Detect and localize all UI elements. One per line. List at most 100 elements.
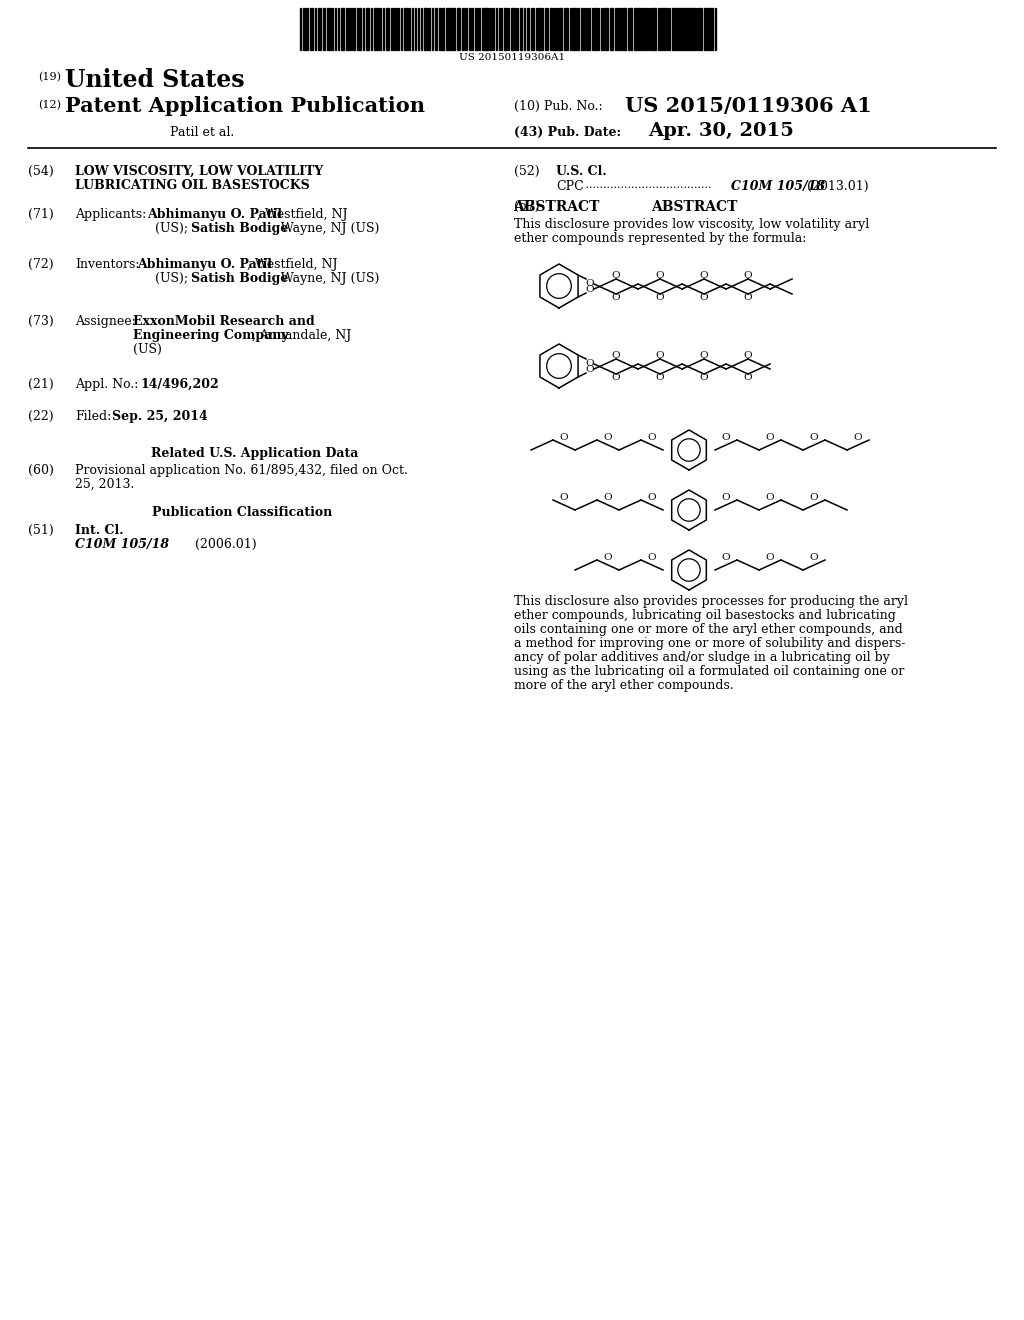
Text: using as the lubricating oil a formulated oil containing one or: using as the lubricating oil a formulate… xyxy=(514,665,904,678)
Text: This disclosure provides low viscosity, low volatility aryl: This disclosure provides low viscosity, … xyxy=(514,218,869,231)
Text: , Wayne, NJ (US): , Wayne, NJ (US) xyxy=(273,272,379,285)
Bar xyxy=(482,8,484,50)
Bar xyxy=(504,8,507,50)
Bar xyxy=(323,8,325,50)
Text: O: O xyxy=(743,351,753,360)
Text: O: O xyxy=(766,433,774,441)
Bar xyxy=(700,8,702,50)
Bar xyxy=(707,8,709,50)
Text: O: O xyxy=(722,553,730,561)
Text: O: O xyxy=(655,351,665,360)
Text: (71): (71) xyxy=(28,209,53,220)
Text: Filed:: Filed: xyxy=(75,411,112,422)
Text: O: O xyxy=(722,492,730,502)
Text: O: O xyxy=(810,492,818,502)
Bar xyxy=(688,8,690,50)
Text: Sep. 25, 2014: Sep. 25, 2014 xyxy=(112,411,208,422)
Text: LOW VISCOSITY, LOW VOLATILITY: LOW VISCOSITY, LOW VOLATILITY xyxy=(75,165,324,178)
Text: O: O xyxy=(611,372,621,381)
Bar xyxy=(469,8,471,50)
Bar xyxy=(658,8,660,50)
Text: (52): (52) xyxy=(514,165,540,178)
Bar xyxy=(353,8,355,50)
Text: ancy of polar additives and/or sludge in a lubricating oil by: ancy of polar additives and/or sludge in… xyxy=(514,651,890,664)
Text: C10M 105/18: C10M 105/18 xyxy=(75,539,169,550)
Text: O: O xyxy=(699,272,709,281)
Bar xyxy=(694,8,696,50)
Text: CPC: CPC xyxy=(556,180,584,193)
Bar xyxy=(664,8,666,50)
Text: O: O xyxy=(604,553,612,561)
Text: U.S. Cl.: U.S. Cl. xyxy=(556,165,607,178)
Bar xyxy=(610,8,613,50)
Text: O: O xyxy=(766,553,774,561)
Bar xyxy=(386,8,389,50)
Text: Inventors:: Inventors: xyxy=(75,257,139,271)
Text: ABSTRACT: ABSTRACT xyxy=(513,201,599,214)
Text: (19): (19) xyxy=(38,73,61,82)
Text: (2006.01): (2006.01) xyxy=(155,539,257,550)
Text: O: O xyxy=(854,433,862,441)
Text: Applicants:: Applicants: xyxy=(75,209,146,220)
Bar xyxy=(697,8,699,50)
Bar xyxy=(435,8,437,50)
Text: O: O xyxy=(743,372,753,381)
Text: Provisional application No. 61/895,432, filed on Oct.: Provisional application No. 61/895,432, … xyxy=(75,465,408,477)
Text: 25, 2013.: 25, 2013. xyxy=(75,478,134,491)
Bar xyxy=(605,8,608,50)
Bar xyxy=(623,8,626,50)
Text: US 2015/0119306 A1: US 2015/0119306 A1 xyxy=(625,96,871,116)
Bar xyxy=(527,8,529,50)
Bar xyxy=(572,8,575,50)
Bar xyxy=(485,8,488,50)
Text: O: O xyxy=(699,351,709,360)
Text: ExxonMobil Research and: ExxonMobil Research and xyxy=(133,315,314,327)
Text: , Westfield, NJ: , Westfield, NJ xyxy=(247,257,338,271)
Text: (US);: (US); xyxy=(155,222,193,235)
Bar xyxy=(641,8,643,50)
Text: O: O xyxy=(604,492,612,502)
Bar xyxy=(391,8,393,50)
Text: oils containing one or more of the aryl ether compounds, and: oils containing one or more of the aryl … xyxy=(514,623,903,636)
Bar xyxy=(442,8,444,50)
Text: LUBRICATING OIL BASESTOCKS: LUBRICATING OIL BASESTOCKS xyxy=(75,180,309,191)
Text: Abhimanyu O. Patil: Abhimanyu O. Patil xyxy=(147,209,282,220)
Text: more of the aryl ether compounds.: more of the aryl ether compounds. xyxy=(514,678,734,692)
Text: US 20150119306A1: US 20150119306A1 xyxy=(459,53,565,62)
Bar xyxy=(678,8,680,50)
Bar xyxy=(428,8,430,50)
Bar xyxy=(550,8,552,50)
Text: (US): (US) xyxy=(133,343,162,356)
Text: O: O xyxy=(586,285,594,294)
Text: ABSTRACT: ABSTRACT xyxy=(651,201,737,214)
Text: , Annandale, NJ: , Annandale, NJ xyxy=(252,329,351,342)
Text: O: O xyxy=(810,553,818,561)
Bar xyxy=(634,8,637,50)
Bar xyxy=(594,8,597,50)
Text: (US);: (US); xyxy=(155,272,193,285)
Bar xyxy=(538,8,541,50)
Text: Patent Application Publication: Patent Application Publication xyxy=(65,96,425,116)
Text: O: O xyxy=(655,372,665,381)
Text: Abhimanyu O. Patil: Abhimanyu O. Patil xyxy=(137,257,272,271)
Text: (10) Pub. No.:: (10) Pub. No.: xyxy=(514,100,603,114)
Text: (57): (57) xyxy=(514,201,540,213)
Bar xyxy=(646,8,648,50)
Text: O: O xyxy=(699,293,709,301)
Text: O: O xyxy=(611,293,621,301)
Text: (60): (60) xyxy=(28,465,54,477)
Bar xyxy=(511,8,514,50)
Bar xyxy=(404,8,406,50)
Bar xyxy=(424,8,427,50)
Text: (51): (51) xyxy=(28,524,53,537)
Bar xyxy=(341,8,344,50)
Bar xyxy=(559,8,562,50)
Text: , Westfield, NJ: , Westfield, NJ xyxy=(257,209,347,220)
Bar xyxy=(662,8,663,50)
Text: Apr. 30, 2015: Apr. 30, 2015 xyxy=(648,121,794,140)
Text: O: O xyxy=(810,433,818,441)
Bar xyxy=(520,8,522,50)
Bar xyxy=(615,8,617,50)
Text: O: O xyxy=(586,359,594,367)
Bar xyxy=(681,8,683,50)
